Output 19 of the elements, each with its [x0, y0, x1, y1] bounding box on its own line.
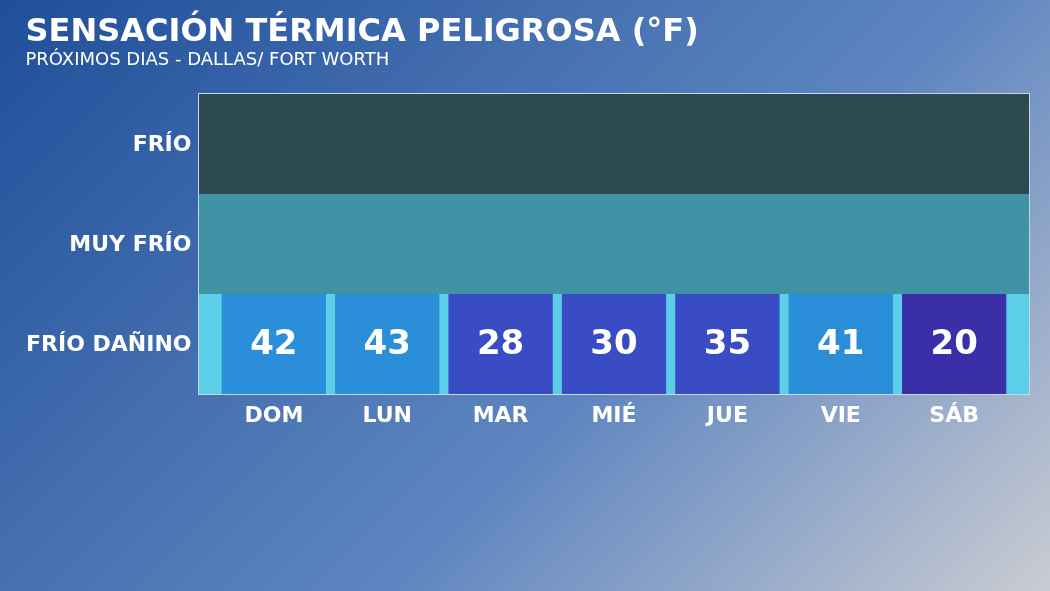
y-tick-label: FRÍO DAÑINO [25, 331, 192, 356]
data-label: 42 [250, 322, 298, 362]
chart-title: SENSACIÓN TÉRMICA PELIGROSA (°F) [25, 10, 699, 49]
data-label: 30 [590, 322, 638, 362]
chart-subtitle: PRÓXIMOS DIAS - DALLAS/ FORT WORTH [25, 48, 390, 69]
y-tick-label: MUY FRÍO [69, 231, 192, 256]
data-label: 43 [363, 322, 411, 362]
data-label: 20 [930, 322, 978, 362]
data-label: 35 [703, 322, 752, 362]
x-tick-label: SÁB [929, 401, 979, 427]
x-tick-label: MAR [472, 401, 529, 427]
x-tick-label: DOM [244, 401, 304, 427]
data-label: 41 [817, 322, 865, 362]
x-tick-label: JUE [704, 401, 748, 427]
y-tick-label: FRÍO [132, 131, 192, 156]
x-tick-label: MIÉ [591, 401, 637, 427]
x-tick-label: LUN [362, 401, 412, 427]
data-label: 28 [476, 322, 525, 362]
x-tick-label: VIE [820, 401, 861, 427]
